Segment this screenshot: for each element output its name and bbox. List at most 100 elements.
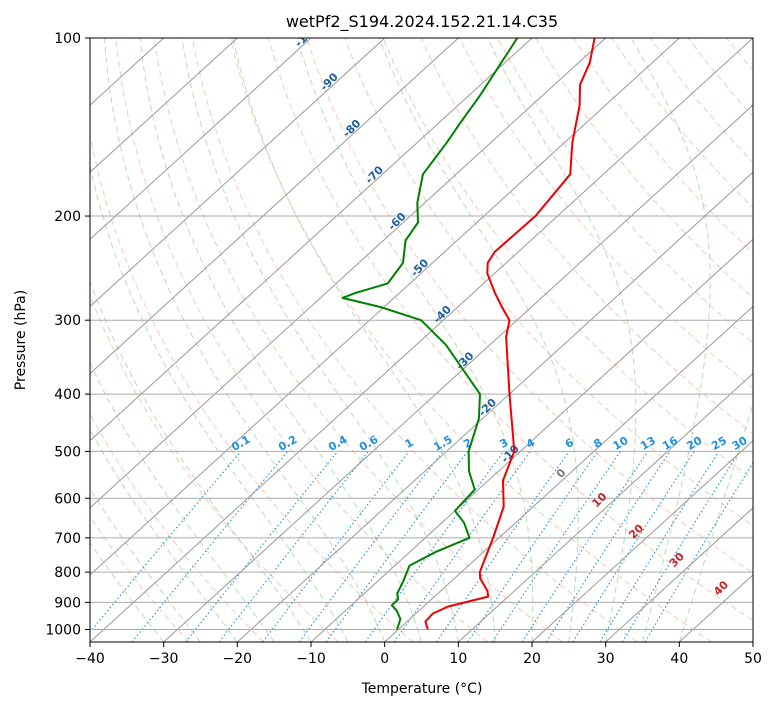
mixing-ratio-line: [218, 451, 369, 642]
isotherm-line: [605, 507, 753, 642]
moist-adiabat-line: [486, 38, 637, 642]
isotherm-line: [90, 38, 312, 241]
isotherm-line: [90, 38, 459, 375]
mixing-ratio-label: 25: [709, 434, 729, 453]
profile-series: [341, 38, 596, 630]
mixing-ratio-line: [298, 451, 444, 642]
mixing-ratio-line: [435, 451, 570, 642]
moist-adiabat-line: [181, 38, 459, 642]
y-axis-ticks: 100 200 300 400 500 600 700 800 900 1000: [45, 31, 90, 638]
moist-adiabat-label: 20: [626, 521, 646, 541]
x-axis-ticks: −40 −30 −20 −10 0 10 20 30 40 50: [75, 642, 762, 667]
y-tick-label: 200: [54, 209, 81, 225]
isotherm-label: -90: [318, 70, 341, 93]
isotherm-line: [310, 238, 753, 642]
mixing-ratio-line: [262, 451, 410, 642]
moist-adiabat-line: [90, 428, 238, 642]
y-tick-label: 1000: [45, 622, 81, 638]
moist-adiabat-line: [90, 487, 201, 642]
dry-adiabat-line: [535, 38, 753, 299]
mixing-ratio-label: 36: [750, 434, 770, 453]
mixing-ratio-line: [467, 451, 599, 642]
x-tick-label: 50: [744, 651, 762, 667]
dry-adiabat-line: [344, 38, 753, 527]
moist-adiabat-line: [678, 401, 753, 642]
x-tick-label: −40: [75, 651, 105, 667]
mixing-ratio-label: 13: [638, 434, 658, 453]
x-axis-label: Temperature (°C): [361, 681, 483, 697]
mixing-ratio-label: 10: [611, 434, 631, 453]
isotherm-label: -80: [340, 117, 363, 140]
isotherm-line: [384, 305, 753, 642]
mixing-ratio-label: 1: [403, 436, 416, 451]
mixing-ratio-line: [131, 451, 289, 642]
line-labels: 0.1 0.2 0.4 0.6 1 1.5 2 3 4 6 8 10 13 16 20 25 30 36-100-…: [229, 21, 770, 598]
dry-adiabat-line: [90, 412, 264, 642]
mixing-ratio-label: 20: [685, 434, 705, 453]
isotherm-line: [90, 38, 238, 173]
isotherm-line: [90, 38, 386, 308]
isotherm-line: [90, 38, 533, 442]
y-tick-label: 100: [54, 31, 81, 47]
moist-adiabat-label: 0: [554, 466, 569, 481]
mixing-ratio-line: [599, 451, 720, 642]
isotherm-line: [90, 38, 680, 576]
dry-adiabat-line: [726, 38, 753, 72]
y-tick-label: 800: [54, 565, 81, 581]
y-tick-label: 300: [54, 313, 81, 329]
moist-adiabat-line: [90, 541, 165, 642]
y-tick-label: 400: [54, 387, 81, 403]
moist-adiabats: [90, 38, 753, 642]
y-tick-label: 900: [54, 595, 81, 611]
x-tick-label: −20: [223, 651, 253, 667]
dry-adiabat-line: [115, 38, 488, 642]
dry-adiabat-line: [420, 38, 753, 435]
plot-area: 0.1 0.2 0.4 0.6 1 1.5 2 3 4 6 8 10 13 16 20 25 30 36-100-…: [90, 21, 770, 642]
x-tick-label: −10: [296, 651, 326, 667]
plot-frame: [89, 37, 754, 643]
mixing-ratio-line: [572, 451, 695, 642]
mixing-ratio-line: [90, 451, 242, 633]
mixing-ratio-lines: [90, 451, 753, 642]
y-axis-label: Pressure (hPa): [13, 290, 29, 390]
isotherm-label: -100: [292, 21, 321, 50]
isotherm-label: -60: [385, 210, 408, 233]
mixing-ratio-line: [621, 451, 740, 642]
mixing-ratio-line: [364, 451, 505, 642]
x-tick-label: 30: [597, 651, 615, 667]
mixing-ratio-label: 1.5: [431, 433, 454, 454]
mixing-ratio-label: 0.6: [357, 433, 381, 454]
moist-adiabat-line: [90, 280, 312, 642]
dry-adiabat-line: [229, 38, 712, 642]
isotherm-label: -50: [408, 256, 431, 279]
isotherms: [90, 38, 753, 642]
moist-adiabat-line: [139, 38, 422, 642]
mixing-ratio-label: 0.2: [276, 433, 299, 454]
moist-adiabat-line: [232, 38, 496, 642]
isotherm-line: [236, 171, 753, 642]
mixing-ratio-label: 30: [730, 434, 750, 453]
isotherm-line: [457, 372, 753, 642]
mixing-ratio-label: 16: [660, 434, 680, 453]
chart-title: wetPf2_S194.2024.152.21.14.C35: [286, 12, 558, 32]
mixing-ratio-label: 0.1: [229, 433, 252, 454]
dry-adiabat-line: [90, 515, 190, 642]
y-tick-label: 700: [54, 531, 81, 547]
x-tick-label: −30: [149, 651, 179, 667]
isotherm-line: [163, 104, 753, 642]
isotherm-line: [752, 641, 753, 642]
dry-adiabat-line: [573, 38, 753, 254]
mixing-ratio-line: [491, 451, 621, 642]
moist-adiabat-label: 30: [667, 550, 687, 570]
mixing-ratio-line: [185, 451, 339, 642]
isotherm-line: [90, 38, 753, 642]
mixing-ratio-line: [325, 451, 468, 642]
dry-adiabat-line: [268, 38, 753, 622]
moist-adiabat-line: [296, 38, 534, 642]
isotherm-line: [90, 38, 607, 509]
dry-adiabat-line: [496, 38, 753, 344]
moist-adiabat-line: [90, 164, 349, 642]
moist-adiabat-line: [378, 38, 579, 642]
x-tick-label: 40: [670, 651, 688, 667]
